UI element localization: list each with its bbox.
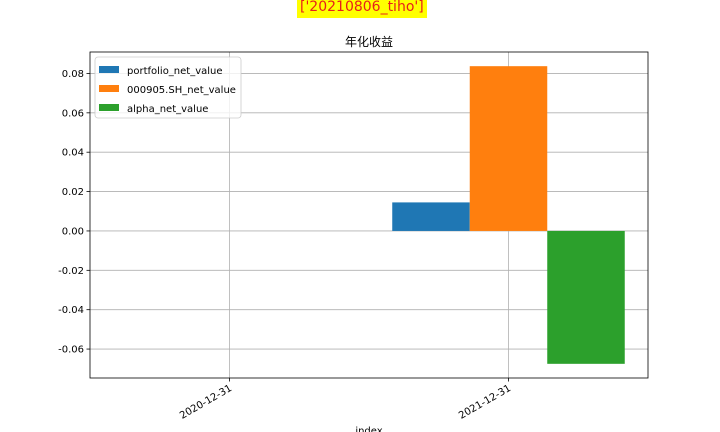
legend-label: portfolio_net_value: [127, 66, 223, 77]
y-tick-label: 0.08: [62, 69, 84, 80]
x-tick-label: 2021-12-31: [457, 383, 513, 422]
y-axis: 0.08 0.06 0.04 0.02 0.00 -0.02 -0.04 -0.06: [58, 69, 90, 356]
plot-area-frame: [89, 51, 649, 379]
chart-title: 年化收益: [345, 35, 393, 49]
y-tick-label: -0.04: [58, 305, 84, 316]
bar-000905.SH_net_value: [469, 66, 548, 231]
legend-swatch: [99, 66, 119, 73]
y-tick-label: 0.00: [62, 226, 84, 237]
bar-alpha_net_value: [547, 230, 625, 364]
legend-swatch: [99, 104, 119, 111]
bars: [392, 66, 625, 364]
figure-title: ['20210806_tiho']: [297, 0, 427, 18]
legend: portfolio_net_value 000905.SH_net_valueal…: [94, 56, 242, 119]
y-tick-label: -0.02: [58, 266, 84, 277]
y-tick-label: 0.04: [62, 148, 84, 159]
legend-label: alpha_net_value: [127, 104, 208, 115]
y-tick-label: 0.02: [62, 187, 84, 198]
legend-box: [94, 56, 242, 119]
y-tick-label: -0.06: [58, 345, 84, 356]
bar-portfolio_net_value: [392, 202, 470, 231]
x-axis: 2020-12-31 2021-12-31: [178, 378, 513, 422]
y-tick-label: 0.06: [62, 108, 84, 119]
legend-swatch: [99, 85, 119, 92]
legend-label: 000905.SH_net_value: [127, 85, 236, 96]
x-tick-label: 2020-12-31: [178, 383, 234, 422]
x-axis-label: index: [355, 426, 382, 432]
